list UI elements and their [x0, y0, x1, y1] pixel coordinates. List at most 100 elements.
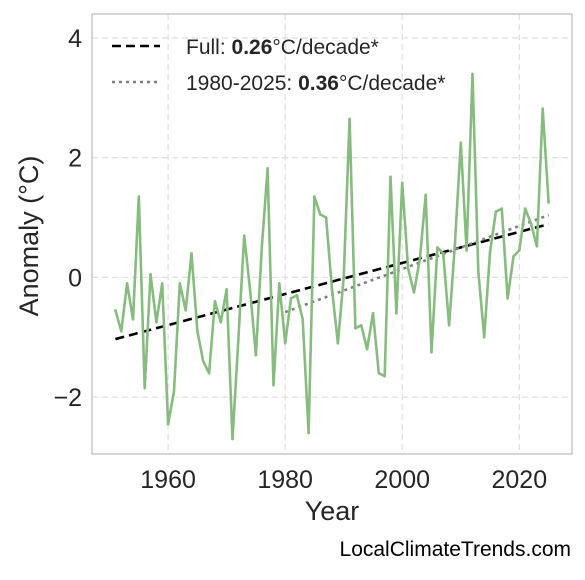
- data-point: [225, 288, 228, 291]
- data-point: [254, 353, 258, 357]
- data-point: [178, 282, 182, 285]
- data-point: [114, 309, 117, 312]
- site-credit: LocalClimateTrends.com: [339, 538, 571, 561]
- trend-line-recent: [284, 213, 550, 314]
- data-point: [260, 246, 264, 249]
- data-point: [400, 181, 404, 185]
- legend: Full: 0.26°C/decade* 1980-2025: 0.36°C/d…: [112, 36, 445, 95]
- data-point: [506, 297, 509, 300]
- x-tick-label: 2020: [492, 466, 548, 494]
- data-point: [272, 383, 275, 387]
- data-point: [336, 341, 340, 345]
- data-point: [348, 117, 351, 121]
- data-point: [278, 282, 281, 285]
- y-tick-label: −2: [53, 384, 82, 412]
- data-point: [201, 359, 205, 363]
- data-point: [131, 318, 135, 321]
- data-point: [371, 312, 375, 315]
- data-point: [318, 213, 322, 216]
- data-point: [518, 249, 521, 252]
- data-point: [406, 267, 410, 270]
- data-point: [301, 318, 305, 321]
- x-tick-label: 1960: [140, 466, 196, 494]
- data-point: [219, 320, 223, 324]
- data-point: [125, 282, 129, 285]
- data-point: [459, 141, 463, 145]
- data-point: [137, 195, 141, 198]
- legend-recent-prefix: 1980-2025:: [186, 72, 298, 95]
- y-tick-label: 4: [68, 25, 82, 53]
- series-line: [114, 72, 550, 441]
- data-point: [359, 323, 363, 327]
- plot-frame: [91, 13, 573, 455]
- data-point: [354, 326, 357, 330]
- y-tick-label: 2: [68, 145, 82, 173]
- data-point: [289, 297, 293, 300]
- data-point: [424, 193, 427, 197]
- legend-recent-unit: °C/decade*: [339, 72, 445, 95]
- legend-label-full: Full: 0.26°C/decade*: [186, 36, 379, 59]
- legend-full-prefix: Full:: [186, 36, 232, 59]
- legend-full-value: 0.26: [232, 36, 273, 59]
- data-point: [248, 288, 252, 291]
- data-point: [266, 167, 269, 170]
- x-axis-label: Year: [305, 496, 360, 526]
- data-point: [237, 338, 240, 342]
- legend-full-unit: °C/decade*: [272, 36, 378, 59]
- data-point: [313, 195, 316, 198]
- data-point: [213, 300, 217, 303]
- data-point: [143, 386, 146, 390]
- data-point: [307, 431, 310, 435]
- data-point: [529, 222, 533, 225]
- data-point: [535, 244, 539, 248]
- data-point: [418, 258, 422, 261]
- data-point: [541, 107, 545, 110]
- data-point: [523, 207, 527, 210]
- data-point: [500, 207, 504, 210]
- data-point: [149, 273, 152, 276]
- legend-label-recent: 1980-2025: 0.36°C/decade*: [186, 72, 445, 95]
- data-point: [119, 329, 123, 333]
- data-point: [471, 72, 474, 76]
- data-point: [383, 374, 386, 378]
- data-point: [447, 323, 451, 327]
- data-point: [436, 246, 439, 249]
- data-point: [412, 291, 416, 294]
- data-point: [430, 350, 433, 354]
- x-tick-label: 2000: [374, 466, 430, 494]
- data-point: [465, 249, 468, 252]
- data-point: [242, 234, 246, 237]
- data-point: [342, 276, 346, 279]
- data-point: [330, 288, 334, 291]
- x-tick-label: 1980: [257, 466, 313, 494]
- data-point: [207, 371, 211, 375]
- data-point: [324, 216, 328, 219]
- data-point: [365, 347, 369, 351]
- data-point: [190, 252, 193, 255]
- data-point: [547, 201, 550, 204]
- y-axis-label: Anomaly (°C): [14, 156, 44, 317]
- data-point: [494, 210, 498, 213]
- data-point: [377, 371, 381, 375]
- legend-recent-value: 0.36: [298, 72, 339, 95]
- data-point: [166, 422, 170, 426]
- data-point: [389, 175, 392, 179]
- y-tick-label: 0: [68, 264, 82, 292]
- data-point: [155, 320, 158, 324]
- data-point: [488, 250, 492, 254]
- series-points: [114, 72, 550, 441]
- data-point: [196, 329, 199, 333]
- data-point: [283, 341, 287, 345]
- data-point: [184, 309, 187, 312]
- data-point: [512, 255, 515, 258]
- data-point: [295, 294, 299, 297]
- data-point: [453, 243, 457, 246]
- data-point: [172, 389, 176, 393]
- data-point: [160, 282, 164, 285]
- data-point: [477, 270, 480, 273]
- data-point: [441, 252, 445, 255]
- data-point: [482, 335, 486, 339]
- data-point: [395, 312, 398, 315]
- ticks: 1960 1980 2000 2020 4 2 0 −2: [53, 25, 547, 494]
